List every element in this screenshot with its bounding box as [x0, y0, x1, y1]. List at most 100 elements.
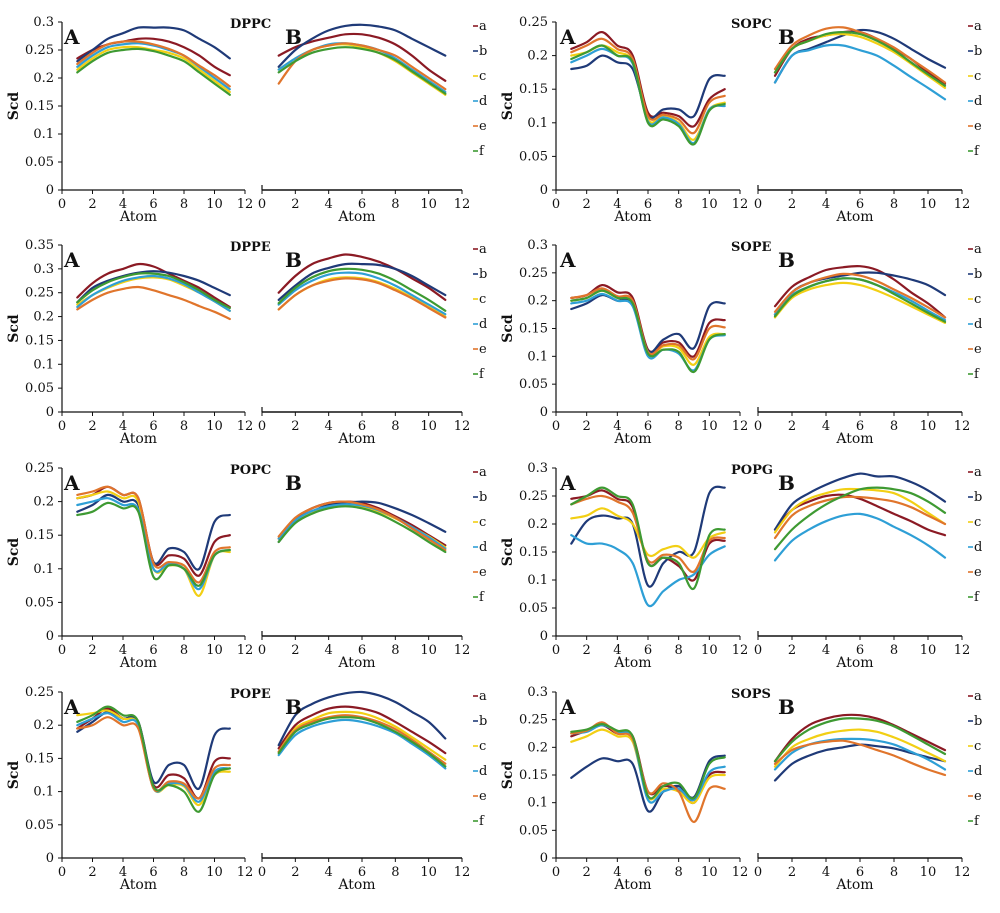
legend-entry-c: c [974, 739, 981, 754]
x-axis-label: Atom [337, 655, 375, 671]
x-tick-label: 2 [788, 865, 796, 880]
panel-label-b: B [285, 695, 302, 719]
series-line-f [277, 505, 447, 554]
x-tick-label: 10 [206, 419, 223, 434]
x-tick-label: 10 [701, 865, 718, 880]
x-tick-label: 12 [954, 643, 971, 658]
legend-entry-c: c [974, 292, 981, 307]
y-tick-label: 0.2 [527, 517, 548, 532]
series-line-f [570, 289, 726, 374]
series-line-f [773, 277, 947, 323]
x-tick-label: 6 [644, 419, 652, 434]
x-tick-label: 12 [454, 865, 471, 880]
series-line-f [76, 705, 231, 813]
x-tick-label: 12 [732, 197, 749, 212]
series-line-e [277, 277, 447, 319]
y-tick-label: 0.25 [519, 15, 548, 30]
x-axis-label: Atom [613, 209, 651, 225]
x-axis-label: Atom [337, 209, 375, 225]
legend-entry-d: d [974, 764, 982, 779]
x-tick-label: 10 [420, 865, 437, 880]
x-tick-label: 12 [732, 865, 749, 880]
x-tick-label: 8 [391, 865, 399, 880]
y-tick-label: 0.1 [527, 349, 548, 364]
x-tick-label: 10 [920, 419, 937, 434]
series-line-f [277, 46, 447, 95]
y-tick-label: 0 [46, 629, 54, 644]
y-tick-label: 0.3 [33, 15, 54, 30]
x-axis-label: Atom [337, 877, 375, 893]
legend-entry-c: c [974, 69, 981, 84]
x-tick-label: 6 [358, 419, 366, 434]
series-line-f [277, 716, 447, 768]
series-line-e [76, 40, 231, 88]
x-tick-label: 6 [856, 643, 864, 658]
series-line-d [277, 42, 447, 94]
y-tick-label: 0 [540, 183, 548, 198]
x-tick-label: 4 [613, 419, 621, 434]
x-tick-label: 12 [732, 419, 749, 434]
y-tick-label: 0.2 [33, 718, 54, 733]
x-axis-label: Atom [119, 877, 157, 893]
x-tick-label: 12 [454, 643, 471, 658]
legend-entry-f: f [479, 144, 485, 159]
x-tick-label: 2 [88, 865, 96, 880]
x-tick-label: 6 [149, 197, 157, 212]
y-axis-label: Scd [6, 92, 22, 121]
series-line-a [277, 32, 447, 82]
x-tick-label: 0 [58, 865, 66, 880]
series-line-f [773, 717, 947, 763]
x-axis-label: Atom [119, 209, 157, 225]
x-tick-label: 6 [149, 643, 157, 658]
chart-title: POPE [230, 687, 271, 702]
panel-label-b: B [778, 248, 795, 272]
series-line-d [570, 724, 726, 804]
legend-entry-e: e [479, 565, 487, 580]
series-line-d [277, 718, 447, 770]
panel-label-b: B [778, 695, 795, 719]
chart-title: POPG [731, 463, 773, 478]
x-tick-label: 2 [788, 419, 796, 434]
x-tick-label: 0 [58, 643, 66, 658]
chart-title: DPPE [230, 240, 271, 255]
x-tick-label: 8 [675, 643, 683, 658]
legend-entry-c: c [479, 739, 486, 754]
y-tick-label: 0.15 [25, 333, 54, 348]
x-tick-label: 0 [552, 419, 560, 434]
series-line-e [773, 272, 947, 319]
x-tick-label: 12 [237, 643, 254, 658]
x-tick-label: 0 [754, 419, 762, 434]
series-line-f [570, 486, 726, 590]
chart-title: SOPC [731, 17, 772, 32]
x-tick-label: 6 [358, 643, 366, 658]
x-tick-label: 4 [613, 643, 621, 658]
x-axis-label: Atom [613, 877, 651, 893]
y-tick-label: 0.05 [519, 601, 548, 616]
legend-entry-c: c [479, 292, 486, 307]
y-tick-label: 0.2 [527, 49, 548, 64]
series-line-b [76, 270, 231, 304]
x-tick-label: 4 [119, 197, 127, 212]
x-tick-label: 2 [291, 419, 299, 434]
y-tick-label: 0.1 [33, 785, 54, 800]
y-tick-label: 0.05 [25, 818, 54, 833]
series-line-a [570, 31, 726, 128]
x-tick-label: 6 [358, 865, 366, 880]
chart-title: DPPC [230, 17, 271, 32]
y-axis-label: Scd [6, 314, 22, 343]
series-line-f [773, 31, 947, 87]
legend-entry-e: e [479, 789, 487, 804]
chart-sopc: Scd 0 0.05 0.1 0.15 0.2 0.25 0 2 4 6 8 10 12 Atom 0 2 4 6 8… [500, 15, 982, 225]
series-line-f [277, 267, 447, 312]
legend-entry-a: a [479, 242, 487, 257]
legend-entry-e: e [974, 565, 982, 580]
x-tick-label: 0 [258, 197, 266, 212]
series-line-e [76, 285, 231, 321]
legend-entry-e: e [974, 119, 982, 134]
series-line-a [773, 713, 947, 763]
x-tick-label: 10 [206, 643, 223, 658]
x-tick-label: 8 [675, 419, 683, 434]
x-tick-label: 2 [788, 197, 796, 212]
x-tick-label: 12 [237, 197, 254, 212]
x-tick-label: 6 [149, 419, 157, 434]
